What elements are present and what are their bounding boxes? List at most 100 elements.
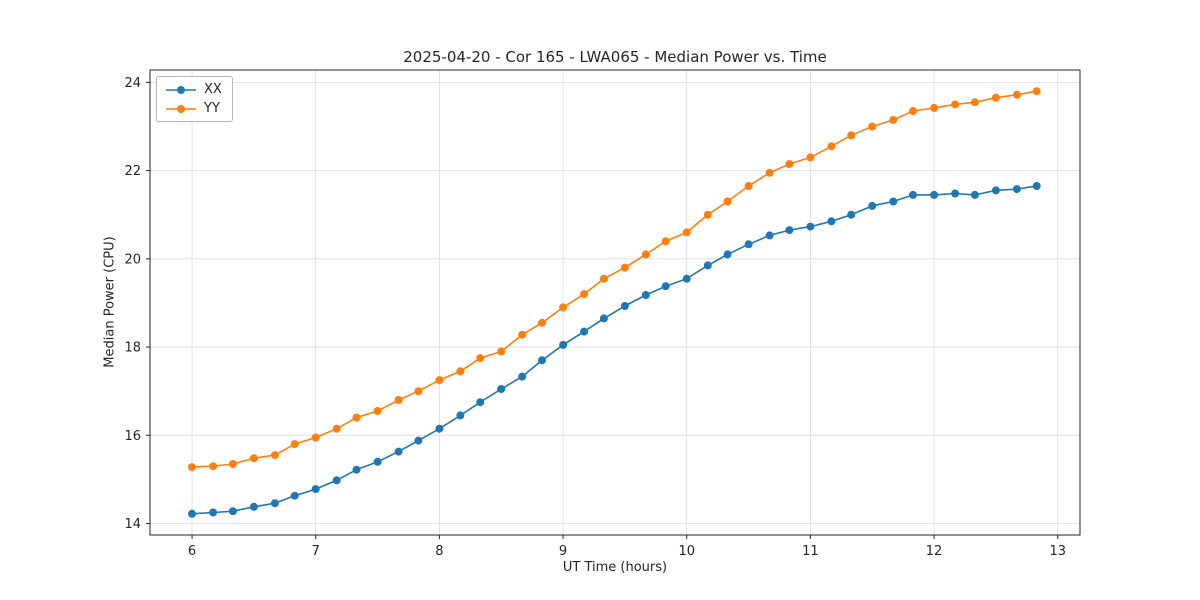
data-point bbox=[290, 440, 299, 449]
y-tick-labels: 14 16 18 20 22 24 bbox=[124, 76, 150, 532]
x-tick-label: 6 bbox=[188, 544, 196, 559]
data-point bbox=[827, 142, 836, 151]
data-point bbox=[703, 210, 712, 219]
data-point bbox=[765, 231, 774, 240]
x-tick-label: 9 bbox=[559, 544, 567, 559]
x-tick-label: 11 bbox=[802, 544, 819, 559]
y-axis-label: Median Power (CPU) bbox=[102, 236, 118, 368]
data-point bbox=[785, 160, 794, 168]
data-point bbox=[538, 356, 546, 365]
data-point bbox=[744, 240, 753, 249]
series-line bbox=[191, 185, 1037, 515]
legend-entry-yy: YY bbox=[165, 101, 222, 116]
data-point bbox=[951, 189, 960, 198]
data-point bbox=[497, 347, 506, 356]
data-point bbox=[661, 282, 670, 291]
series-yy bbox=[188, 87, 1041, 472]
data-point bbox=[559, 303, 568, 312]
data-point bbox=[352, 465, 361, 474]
data-point bbox=[497, 385, 506, 393]
data-point bbox=[456, 367, 465, 376]
data-point bbox=[599, 274, 608, 283]
data-point bbox=[889, 115, 898, 124]
legend-label: XX bbox=[204, 82, 222, 97]
data-point bbox=[538, 318, 546, 327]
chart-title: 2025-04-20 - Cor 165 - LWA065 - Median P… bbox=[403, 48, 827, 66]
data-point bbox=[373, 457, 382, 466]
legend-label: YY bbox=[204, 101, 220, 116]
data-point bbox=[785, 226, 794, 235]
data-point bbox=[188, 509, 196, 518]
data-point bbox=[970, 98, 979, 107]
data-point bbox=[188, 463, 196, 472]
data-point bbox=[352, 413, 361, 422]
data-point bbox=[414, 436, 423, 445]
y-tick-label: 16 bbox=[124, 429, 141, 444]
data-point bbox=[559, 340, 568, 349]
legend: XX YY bbox=[156, 76, 233, 122]
data-point bbox=[806, 222, 815, 231]
y-tick-label: 22 bbox=[124, 164, 141, 179]
data-point bbox=[311, 433, 320, 442]
data-point bbox=[518, 330, 527, 339]
data-point bbox=[765, 168, 774, 177]
data-point bbox=[476, 398, 485, 407]
data-point bbox=[930, 190, 939, 199]
data-point bbox=[599, 314, 608, 323]
legend-entry-xx: XX bbox=[165, 82, 222, 97]
data-point bbox=[228, 460, 237, 468]
data-point bbox=[209, 508, 218, 517]
data-point bbox=[889, 197, 898, 206]
data-point bbox=[456, 411, 465, 420]
data-point bbox=[580, 290, 589, 299]
data-point bbox=[270, 499, 279, 508]
y-tick-label: 24 bbox=[124, 76, 141, 91]
data-point bbox=[868, 201, 877, 210]
data-point bbox=[641, 250, 650, 259]
x-tick-label: 10 bbox=[678, 544, 695, 559]
data-point bbox=[806, 153, 815, 162]
data-point bbox=[394, 396, 403, 404]
data-point bbox=[951, 100, 960, 109]
data-point bbox=[682, 274, 691, 283]
x-axis-label: UT Time (hours) bbox=[562, 560, 668, 575]
legend-marker-icon bbox=[166, 85, 196, 94]
data-point bbox=[909, 190, 917, 199]
data-point bbox=[270, 451, 279, 460]
data-point bbox=[332, 424, 341, 433]
data-point bbox=[868, 122, 877, 131]
data-point bbox=[847, 210, 856, 219]
data-point bbox=[991, 186, 1000, 195]
data-point bbox=[620, 263, 629, 272]
x-tick-label: 12 bbox=[926, 544, 943, 559]
data-point bbox=[847, 131, 856, 140]
data-point bbox=[970, 190, 979, 199]
data-point bbox=[394, 447, 403, 456]
data-point bbox=[661, 237, 670, 246]
y-tick-label: 14 bbox=[124, 517, 141, 532]
data-point bbox=[518, 372, 527, 381]
data-point bbox=[476, 354, 485, 363]
data-point bbox=[703, 261, 712, 270]
data-point bbox=[249, 502, 258, 511]
data-point bbox=[414, 387, 423, 396]
x-tick-label: 13 bbox=[1049, 544, 1066, 559]
data-point bbox=[744, 182, 753, 190]
data-point bbox=[723, 197, 732, 206]
data-point bbox=[909, 107, 917, 115]
data-point bbox=[332, 476, 341, 485]
series-xx bbox=[188, 182, 1041, 518]
data-point bbox=[311, 485, 320, 494]
data-point bbox=[290, 491, 299, 500]
data-point bbox=[930, 103, 939, 112]
data-point bbox=[373, 407, 382, 415]
data-point bbox=[620, 302, 629, 310]
x-tick-label: 8 bbox=[435, 544, 443, 559]
data-point bbox=[1012, 185, 1021, 194]
data-point bbox=[991, 93, 1000, 102]
data-point bbox=[641, 291, 650, 299]
data-point bbox=[723, 250, 732, 259]
data-point bbox=[580, 327, 589, 336]
